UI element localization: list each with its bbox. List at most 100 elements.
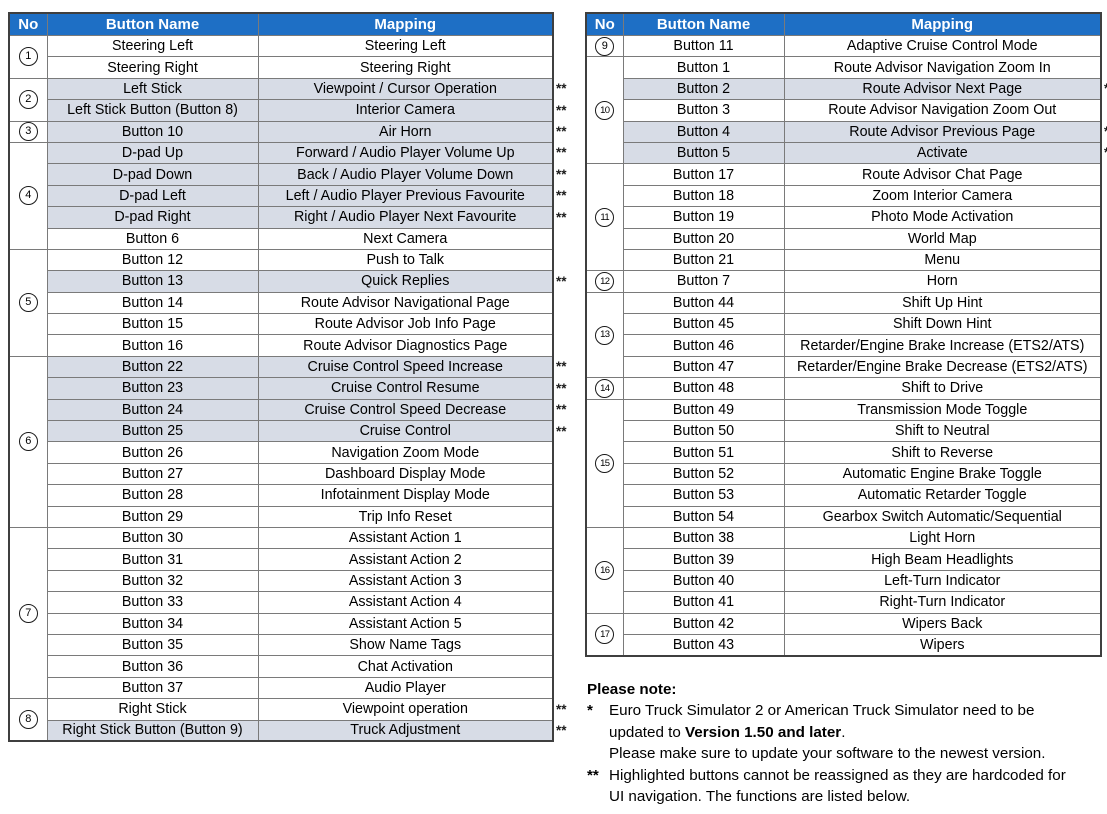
table-row: Button 18 Zoom Interior Camera xyxy=(586,184,1102,208)
table-row: Button 13 Quick Replies xyxy=(9,270,554,293)
circled-number: 17 xyxy=(595,624,615,644)
table-row: Button 32 Assistant Action 3 xyxy=(9,569,554,593)
table-row: 13 Button 44 Shift Up Hint xyxy=(585,291,1102,379)
mapping-cell: Back / Audio Player Volume Down xyxy=(257,163,554,186)
double-asterisk-marker: ** xyxy=(587,766,599,784)
mapping-cell: Route Advisor Chat Page xyxy=(783,163,1102,186)
mapping-cell: Adaptive Cruise Control Mode xyxy=(783,34,1102,58)
mapping-cell: Steering Left xyxy=(257,34,554,58)
mapping-cell: Horn xyxy=(783,270,1102,293)
button-name-cell: Button 41 xyxy=(622,591,785,614)
button-name-cell: Button 51 xyxy=(622,441,785,464)
hardcoded-button-marker: ** xyxy=(556,145,567,161)
table-row: 17 Button 42 Wipers Back xyxy=(585,612,1102,657)
table-row: Button 3 Route Advisor Navigation Zoom Ou… xyxy=(586,99,1102,122)
hardcoded-button-marker: ** xyxy=(556,402,567,418)
note-section: Please note: * Euro Truck Simulator 2 or… xyxy=(587,679,1103,807)
button-name-cell: Button 48 xyxy=(622,377,785,400)
button-name-cell: Button 4 xyxy=(622,120,785,143)
button-name-cell: Button 46 xyxy=(622,334,785,357)
table-row: Steering Right Steering Right xyxy=(9,56,554,79)
circled-number: 4 xyxy=(18,186,38,206)
mapping-cell: Photo Mode Activation xyxy=(783,206,1102,229)
version-required-marker: * xyxy=(1104,80,1107,97)
button-name-cell: Button 10 xyxy=(46,120,259,143)
mapping-cell: Push to Talk xyxy=(257,248,554,272)
button-name-cell: Button 43 xyxy=(622,633,785,657)
circled-number: 14 xyxy=(595,379,615,399)
button-name-cell: Button 20 xyxy=(622,227,785,250)
table-row: 5 Button 12 Push to Talk xyxy=(8,248,554,357)
table-row: Button 36 Chat Activation xyxy=(9,655,554,678)
note-item-hardcoded-text: Highlighted buttons cannot be reassigned… xyxy=(609,765,1103,808)
table-row: 15 Button 49 Transmission Mode Toggle xyxy=(585,398,1102,528)
table-row: Button 23 Cruise Control Resume xyxy=(9,377,554,400)
group-number-cell: 8 xyxy=(8,698,48,742)
circled-number: 1 xyxy=(18,47,38,67)
button-name-cell: Button 42 xyxy=(622,612,785,635)
mapping-cell: Show Name Tags xyxy=(257,633,554,657)
hardcoded-button-marker: ** xyxy=(556,166,567,182)
table-row: Button 37 Audio Player xyxy=(9,676,554,700)
button-name-cell: Steering Left xyxy=(46,34,259,58)
mapping-cell: Automatic Engine Brake Toggle xyxy=(783,462,1102,486)
button-name-cell: Button 5 xyxy=(622,141,785,165)
table-row: Left Stick Button (Button 8) Interior Cam… xyxy=(9,99,554,122)
button-name-cell: Button 22 xyxy=(46,355,259,379)
note-item-version: * Euro Truck Simulator 2 or American Tru… xyxy=(587,700,1103,764)
button-name-cell: Button 47 xyxy=(622,355,785,379)
group-number-cell: 16 xyxy=(585,526,624,614)
mapping-cell: Shift Up Hint xyxy=(783,291,1102,315)
mapping-cell: Route Advisor Next Page xyxy=(783,77,1102,101)
column-header-mapping: Mapping xyxy=(783,12,1102,36)
button-name-cell: Right Stick xyxy=(46,698,259,721)
button-name-cell: Button 25 xyxy=(46,420,259,443)
mapping-cell: Shift to Drive xyxy=(783,377,1102,400)
button-name-cell: Button 15 xyxy=(46,313,259,336)
button-name-cell: Button 35 xyxy=(46,633,259,657)
hardcoded-button-marker: ** xyxy=(556,124,567,140)
button-name-cell: Button 44 xyxy=(622,291,785,315)
group-number-cell: 2 xyxy=(8,77,48,122)
hardcoded-button-marker: ** xyxy=(556,380,567,396)
button-name-cell: Button 49 xyxy=(622,398,785,422)
group-number-cell: 14 xyxy=(585,377,624,400)
mapping-cell: Route Advisor Previous Page xyxy=(783,120,1102,143)
button-name-cell: Button 13 xyxy=(46,270,259,293)
table-row: Button 45 Shift Down Hint xyxy=(586,313,1102,336)
group-number-cell: 6 xyxy=(8,355,48,528)
mapping-cell: Activate xyxy=(783,141,1102,165)
group-number-cell: 7 xyxy=(8,526,48,700)
mapping-cell: Assistant Action 3 xyxy=(257,569,554,593)
button-name-cell: Button 19 xyxy=(622,206,785,229)
mapping-cell: Cruise Control xyxy=(257,420,554,443)
mapping-cell: Zoom Interior Camera xyxy=(783,184,1102,208)
circled-number: 16 xyxy=(595,560,615,580)
button-name-cell: Button 33 xyxy=(46,591,259,614)
table-row: Button 52 Automatic Engine Brake Toggle xyxy=(586,462,1102,486)
button-name-cell: Steering Right xyxy=(46,56,259,79)
mapping-cell: Wipers Back xyxy=(783,612,1102,635)
mapping-cell: Audio Player xyxy=(257,676,554,700)
mapping-cell: Route Advisor Navigational Page xyxy=(257,291,554,315)
table-row: 14 Button 48 Shift to Drive xyxy=(585,377,1102,400)
table-row: 11 Button 17 Route Advisor Chat Page xyxy=(585,163,1102,272)
button-name-cell: Button 31 xyxy=(46,548,259,571)
hardcoded-button-marker: ** xyxy=(556,723,567,738)
table-row: Button 31 Assistant Action 2 xyxy=(9,548,554,571)
group-number-cell: 12 xyxy=(585,270,624,293)
hardcoded-button-marker: ** xyxy=(556,81,567,97)
button-name-cell: Button 45 xyxy=(622,313,785,336)
right-mapping-table: No Button Name Mapping 9 Button 11 Adaptive C… xyxy=(585,12,1102,657)
mapping-cell: Shift to Reverse xyxy=(783,441,1102,464)
group-number-cell: 1 xyxy=(8,35,48,79)
hardcoded-button-marker: ** xyxy=(556,188,567,204)
table-row: Button 41 Right-Turn Indicator xyxy=(586,591,1102,614)
table-row: Button 54 Gearbox Switch Automatic/Sequen… xyxy=(586,505,1102,528)
table-row: Button 21 Menu xyxy=(586,248,1102,272)
mapping-cell: Shift to Neutral xyxy=(783,420,1102,443)
note-line-prefix: updated to xyxy=(609,723,686,741)
button-name-cell: Button 50 xyxy=(622,420,785,443)
table-row: 12 Button 7 Horn xyxy=(585,270,1102,293)
mapping-cell: Dashboard Display Mode xyxy=(257,462,554,486)
